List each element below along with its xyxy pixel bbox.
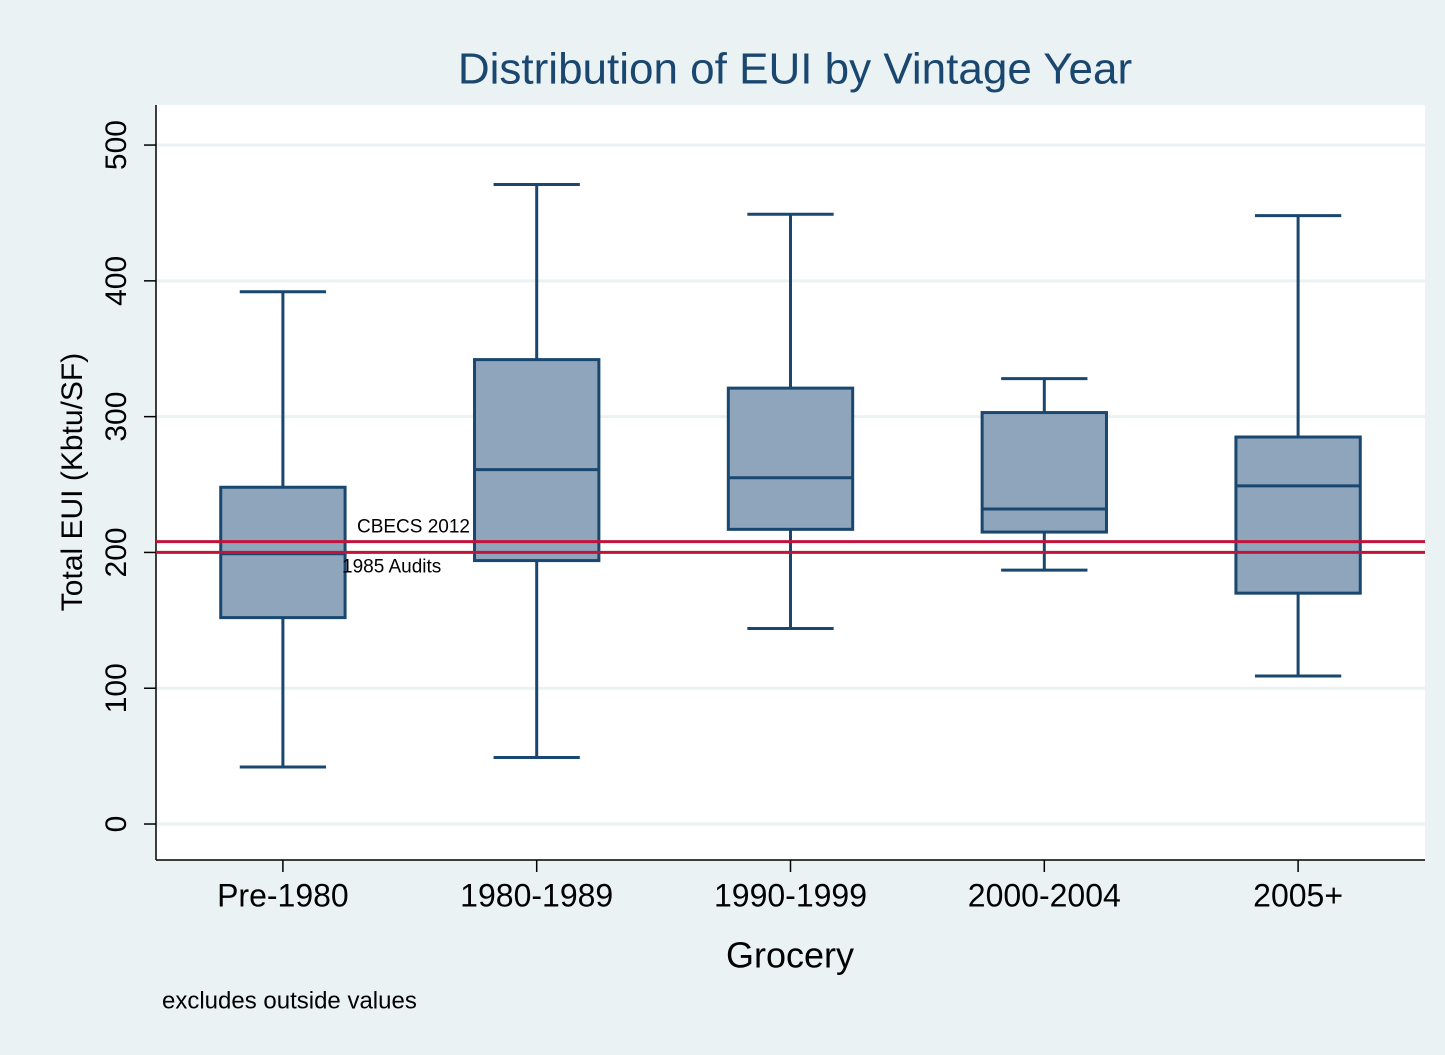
box bbox=[473, 358, 601, 563]
y-tick-label: 0 bbox=[100, 816, 133, 833]
box bbox=[1234, 435, 1362, 595]
y-tick-label: 100 bbox=[100, 663, 133, 713]
chart-title: Distribution of EUI by Vintage Year bbox=[458, 45, 1132, 94]
y-tick-label: 500 bbox=[100, 120, 133, 170]
note: excludes outside values bbox=[162, 987, 417, 1014]
x-tick-label: 2000-2004 bbox=[968, 877, 1121, 913]
y-tick-label: 300 bbox=[100, 392, 133, 442]
box bbox=[980, 411, 1108, 534]
x-axis-label: Grocery bbox=[726, 935, 854, 976]
x-tick-label: Pre-1980 bbox=[217, 877, 349, 913]
reference-label: 1985 Audits bbox=[342, 556, 441, 577]
y-axis-label: Total EUI (Kbtu/SF) bbox=[56, 353, 89, 611]
y-tick-label: 400 bbox=[100, 256, 133, 306]
x-tick-label: 2005+ bbox=[1253, 877, 1343, 913]
box bbox=[726, 386, 855, 531]
x-tick-label: 1980-1989 bbox=[460, 877, 613, 913]
x-tick-label: 1990-1999 bbox=[714, 877, 867, 913]
reference-label: CBECS 2012 bbox=[357, 517, 470, 538]
y-tick-label: 200 bbox=[100, 527, 133, 577]
